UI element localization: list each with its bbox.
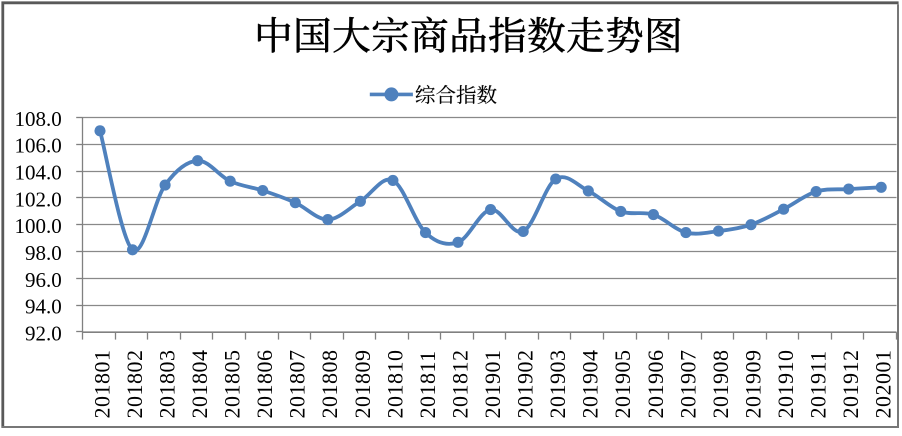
svg-text:201810: 201810: [382, 350, 407, 419]
svg-text:201902: 201902: [513, 350, 538, 419]
svg-text:100.0: 100.0: [15, 214, 62, 238]
svg-text:201802: 201802: [122, 350, 147, 419]
svg-text:202001: 202001: [871, 350, 896, 419]
svg-text:94.0: 94.0: [25, 295, 62, 319]
svg-text:92.0: 92.0: [25, 321, 62, 345]
svg-text:201907: 201907: [675, 350, 700, 419]
svg-text:201903: 201903: [545, 350, 570, 419]
svg-text:201908: 201908: [708, 350, 733, 419]
svg-text:201806: 201806: [252, 350, 277, 419]
svg-text:201811: 201811: [415, 350, 440, 418]
svg-text:201805: 201805: [220, 350, 245, 419]
svg-text:96.0: 96.0: [25, 268, 62, 292]
svg-text:201808: 201808: [317, 350, 342, 419]
svg-text:201912: 201912: [838, 350, 863, 419]
svg-text:201807: 201807: [285, 350, 310, 419]
svg-text:201910: 201910: [773, 350, 798, 419]
svg-text:201909: 201909: [740, 350, 765, 419]
svg-text:201905: 201905: [610, 350, 635, 419]
svg-text:201812: 201812: [447, 350, 472, 419]
svg-text:201801: 201801: [89, 350, 114, 419]
svg-text:98.0: 98.0: [25, 241, 62, 265]
svg-text:201809: 201809: [350, 350, 375, 419]
svg-text:108.0: 108.0: [15, 107, 62, 131]
svg-text:106.0: 106.0: [15, 134, 62, 158]
svg-text:201904: 201904: [578, 350, 603, 419]
svg-text:104.0: 104.0: [15, 161, 62, 185]
svg-text:102.0: 102.0: [15, 187, 62, 211]
svg-text:201804: 201804: [187, 350, 212, 419]
svg-text:201911: 201911: [806, 350, 831, 418]
svg-text:201901: 201901: [480, 350, 505, 419]
svg-text:201803: 201803: [155, 350, 180, 419]
svg-text:201906: 201906: [643, 350, 668, 419]
